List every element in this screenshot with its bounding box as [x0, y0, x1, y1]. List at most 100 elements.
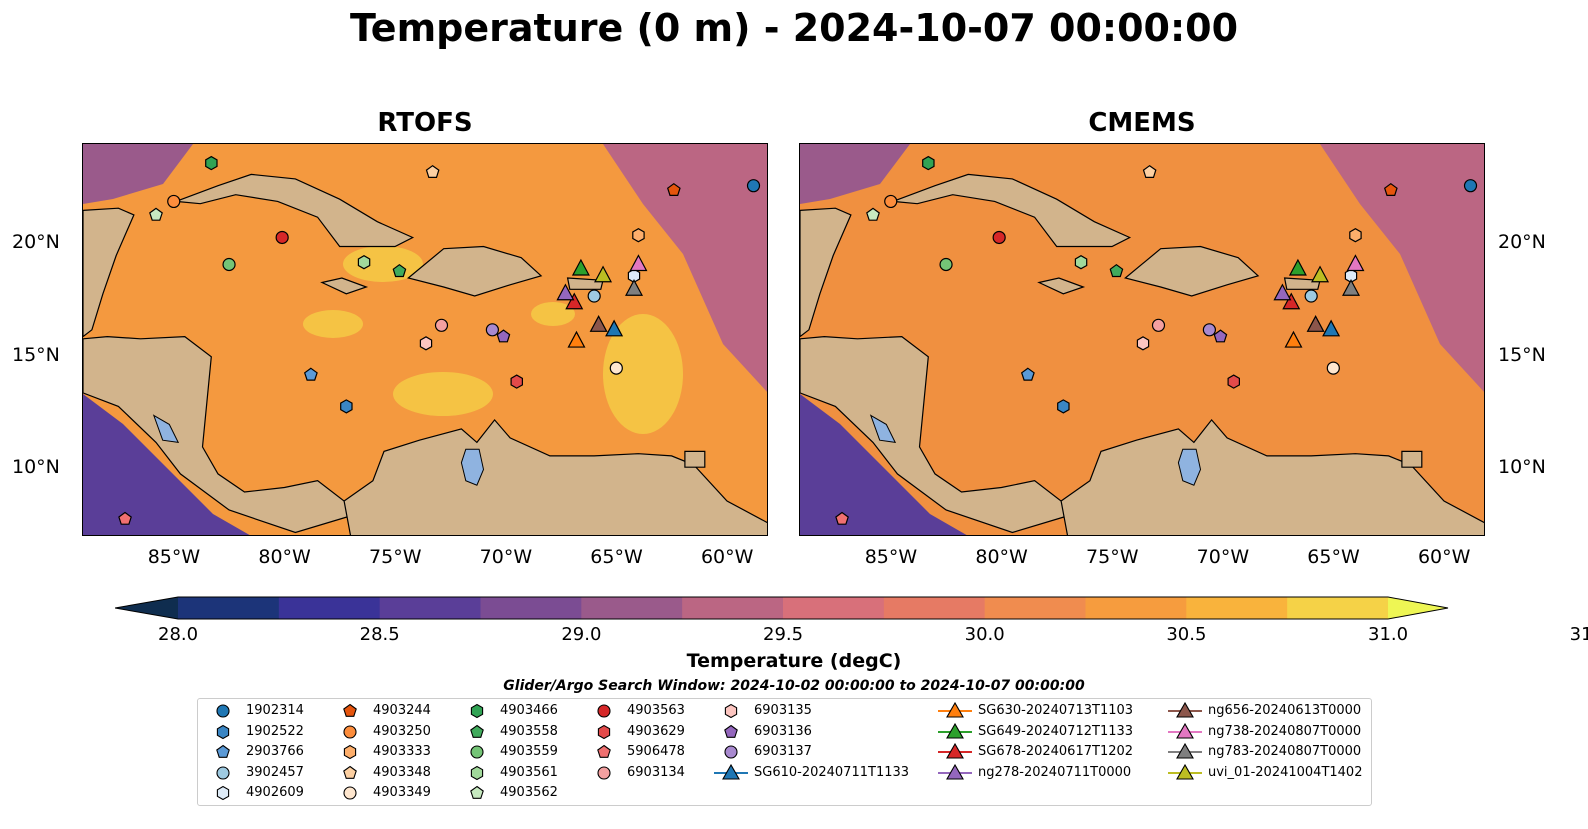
map-marker[interactable] [666, 182, 681, 197]
map-marker[interactable] [589, 315, 608, 332]
lake-maracaibo [460, 448, 485, 486]
map-marker[interactable] [510, 374, 523, 389]
land-cuba [175, 173, 415, 248]
map-marker[interactable] [632, 228, 645, 243]
legend-marker [216, 785, 230, 801]
x-tick-label: 60°W [1417, 546, 1471, 568]
map-marker[interactable] [434, 318, 449, 332]
map-marker[interactable] [1304, 289, 1318, 303]
x-tick-label: 60°W [700, 546, 754, 568]
map-marker[interactable] [556, 283, 575, 301]
map-marker[interactable] [1109, 263, 1124, 278]
legend-marker [1176, 701, 1194, 718]
map-marker[interactable] [1020, 367, 1035, 381]
map-marker[interactable] [275, 230, 289, 245]
map-marker[interactable] [419, 336, 433, 351]
legend-marker [724, 745, 738, 759]
legend-symbol [470, 745, 484, 759]
legend-symbol [724, 745, 738, 759]
map-marker[interactable] [425, 164, 440, 179]
colorbar-tick-label: 31.5 [1569, 624, 1588, 645]
map-marker[interactable] [992, 230, 1006, 245]
map-marker[interactable] [567, 330, 586, 348]
map-canvas [800, 144, 1484, 535]
land-jamaica [1037, 277, 1086, 295]
legend-symbol [216, 765, 230, 780]
cool-water-atlantic [1320, 144, 1484, 392]
y-tick-label-right: 20°N [1498, 231, 1546, 254]
map-panel-rtofs[interactable] [82, 143, 768, 536]
map-marker[interactable] [303, 367, 318, 381]
land-trinidad [684, 450, 706, 468]
map-marker[interactable] [1383, 182, 1398, 197]
map-marker[interactable] [222, 257, 236, 272]
figure-title: Temperature (0 m) - 2024-10-07 00:00:00 [349, 6, 1239, 50]
legend: 1902314 1902522 2903766 3902457 4902609 49032… [197, 698, 1372, 806]
legend-symbol [216, 744, 230, 758]
legend-label: 4903348 [373, 764, 431, 780]
map-marker[interactable] [922, 155, 935, 171]
map-marker[interactable] [392, 263, 407, 278]
map-marker[interactable] [205, 155, 218, 171]
map-marker[interactable] [1322, 319, 1341, 337]
map-marker[interactable] [609, 361, 623, 375]
map-marker[interactable] [1273, 283, 1292, 301]
map-marker[interactable] [1142, 164, 1157, 179]
map-marker[interactable] [118, 511, 132, 525]
map-marker[interactable] [571, 258, 590, 276]
map-marker[interactable] [1136, 336, 1150, 351]
map-marker[interactable] [835, 511, 849, 525]
legend-marker [597, 765, 611, 780]
map-marker[interactable] [1326, 361, 1340, 375]
map-marker[interactable] [939, 257, 953, 272]
map-marker[interactable] [605, 319, 624, 337]
map-marker[interactable] [149, 207, 163, 221]
map-marker[interactable] [1349, 228, 1362, 243]
legend-marker [216, 765, 230, 780]
legend-symbol [724, 703, 738, 719]
map-marker[interactable] [629, 254, 648, 272]
legend-symbol [597, 765, 611, 780]
legend-marker [1176, 722, 1194, 739]
map-marker[interactable] [340, 399, 353, 414]
colorbar-extend-max [1388, 597, 1448, 619]
warm-patch [531, 302, 575, 326]
map-marker[interactable] [625, 278, 644, 296]
legend-label: 5906478 [627, 744, 685, 759]
map-marker[interactable] [357, 255, 371, 270]
map-marker[interactable] [1311, 265, 1330, 283]
map-marker[interactable] [1151, 318, 1166, 332]
map-marker[interactable] [1288, 258, 1307, 276]
legend-marker [216, 724, 230, 739]
map-marker[interactable] [1074, 255, 1088, 270]
legend-symbol [938, 763, 972, 780]
map-marker[interactable] [485, 323, 499, 337]
map-marker[interactable] [565, 292, 584, 310]
legend-label: SG678-20240617T1202 [978, 744, 1134, 759]
map-marker[interactable] [594, 265, 613, 283]
map-marker[interactable] [866, 207, 880, 221]
map-marker[interactable] [1284, 330, 1303, 348]
map-marker[interactable] [884, 194, 898, 209]
legend-marker [343, 765, 357, 779]
map-marker[interactable] [1306, 315, 1325, 332]
y-tick-label-left: 10°N [12, 456, 60, 479]
map-marker[interactable] [1202, 323, 1216, 337]
legend-label: 4903558 [500, 723, 558, 739]
map-panel-cmems[interactable] [799, 143, 1485, 536]
map-marker[interactable] [167, 194, 181, 209]
map-marker[interactable] [1346, 254, 1365, 272]
map-marker[interactable] [496, 329, 511, 343]
legend-symbol [343, 744, 357, 760]
map-marker[interactable] [1227, 374, 1240, 389]
map-marker[interactable] [746, 179, 761, 193]
map-marker[interactable] [587, 289, 601, 303]
legend-label: 1902522 [246, 723, 304, 739]
map-marker[interactable] [1213, 329, 1228, 343]
map-marker[interactable] [1463, 179, 1478, 193]
map-marker[interactable] [1342, 278, 1361, 296]
cool-water-gulf [800, 144, 910, 204]
map-marker[interactable] [1057, 399, 1070, 414]
map-marker[interactable] [1282, 292, 1301, 310]
legend-label: 4903333 [373, 744, 431, 759]
